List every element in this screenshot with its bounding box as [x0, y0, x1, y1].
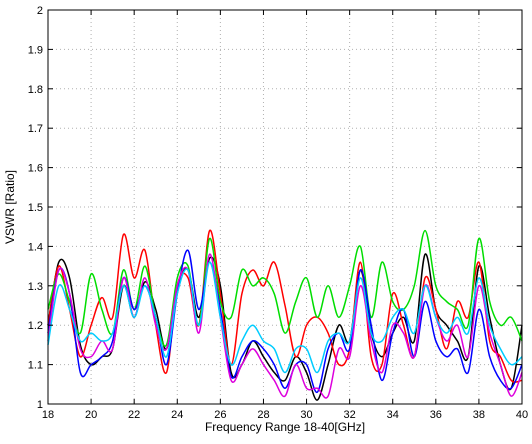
x-tick-label: 24 — [171, 409, 183, 421]
y-tick-label: 1.2 — [28, 320, 43, 332]
x-axis-title: Frequency Range 18-40[GHz] — [205, 420, 365, 434]
series-line-6 — [47, 261, 523, 374]
x-tick-label: 20 — [85, 409, 97, 421]
y-tick-label: 1.1 — [28, 360, 43, 372]
grid-lines — [48, 10, 522, 404]
y-tick-label: 1.6 — [28, 163, 43, 175]
y-tick-labels: 1 1.1 1.2 1.3 1.4 1.5 1.6 1.7 1.8 1.9 2 — [28, 5, 43, 411]
y-tick-label: 1.8 — [28, 84, 43, 96]
x-tick-label: 28 — [257, 409, 269, 421]
y-tick-label: 1.3 — [28, 281, 43, 293]
x-tick-label: 26 — [214, 409, 226, 421]
x-tick-label: 32 — [344, 409, 356, 421]
x-tick-labels: 18 20 22 24 26 28 30 32 34 36 38 40 — [42, 409, 528, 421]
x-tick-label: 34 — [387, 409, 399, 421]
y-axis-title: VSWR [Ratio] — [3, 170, 17, 244]
series-line-2 — [47, 229, 523, 383]
x-tick-label: 22 — [128, 409, 140, 421]
x-tick-label: 30 — [300, 409, 312, 421]
y-tick-label: 1.5 — [28, 202, 43, 214]
axis-ticks — [47, 9, 523, 405]
y-tick-label: 1.4 — [28, 241, 43, 253]
y-tick-label: 2 — [37, 5, 43, 17]
y-tick-label: 1.7 — [28, 123, 43, 135]
x-tick-label: 36 — [430, 409, 442, 421]
series-line-3 — [47, 229, 523, 347]
x-tick-label: 40 — [516, 409, 528, 421]
x-tick-label: 38 — [473, 409, 485, 421]
series-lines — [47, 229, 523, 401]
y-tick-label: 1 — [37, 399, 43, 411]
y-tick-label: 1.9 — [28, 44, 43, 56]
x-tick-label: 18 — [42, 409, 54, 421]
series-line-5 — [47, 253, 523, 399]
